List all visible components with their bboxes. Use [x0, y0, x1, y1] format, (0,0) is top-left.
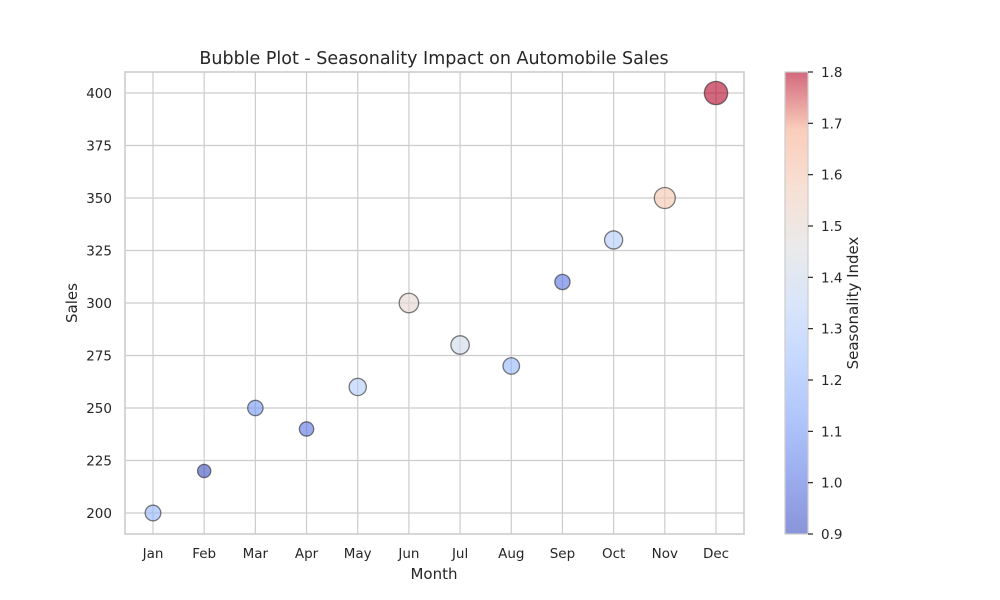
bubble-point [653, 186, 676, 210]
x-tick-label: Apr [295, 546, 319, 562]
y-tick-label: 300 [86, 296, 112, 312]
bubbles [144, 80, 729, 522]
y-tick-label: 200 [86, 506, 112, 522]
grid-lines [125, 72, 744, 534]
colorbar-tick-label: 1.5 [821, 219, 842, 235]
x-axis-label: Month [410, 565, 457, 583]
bubble-point [703, 80, 729, 106]
x-tick-label: Jul [451, 546, 468, 562]
y-tick-labels: 200 225 250 275 300 325 350 375 400 [86, 86, 112, 522]
colorbar: 0.9 1.0 1.1 1.2 1.3 1.4 1.5 1.6 1.7 1.8 Seasonali… [784, 65, 862, 543]
colorbar-frame [784, 71, 809, 535]
colorbar-tick-label: 1.3 [821, 322, 842, 338]
x-tick-label: Oct [602, 546, 625, 562]
x-tick-label: Feb [192, 546, 216, 562]
bubble-point [450, 335, 470, 355]
colorbar-tick-label: 1.1 [821, 424, 842, 440]
chart-title: Bubble Plot - Seasonality Impact on Auto… [199, 49, 668, 69]
x-tick-label: Nov [652, 546, 678, 562]
x-tick-label: Jun [397, 546, 419, 562]
colorbar-tick-label: 1.7 [821, 116, 842, 132]
y-axis-label: Sales [63, 283, 81, 323]
colorbar-tick-label: 1.2 [821, 373, 842, 389]
y-tick-label: 325 [86, 244, 112, 260]
x-tick-label: Jan [142, 546, 164, 562]
bubble-point [348, 377, 367, 397]
colorbar-tick-label: 1.0 [821, 476, 842, 492]
y-tick-label: 350 [86, 191, 112, 207]
bubble-point [603, 230, 624, 250]
colorbar-tick-label: 1.8 [821, 65, 842, 81]
bubble-point [554, 273, 571, 291]
bubble-point [247, 399, 264, 417]
colorbar-gradient [785, 72, 808, 534]
x-tick-label: May [344, 546, 372, 562]
y-tick-label: 275 [86, 349, 112, 365]
bubble-point [144, 504, 162, 522]
bubble-point [196, 463, 212, 479]
x-tick-label: Aug [498, 546, 524, 562]
plot-frame [124, 71, 745, 535]
colorbar-tick-label: 1.4 [821, 270, 842, 286]
x-tick-label: Dec [703, 546, 729, 562]
bubble-point [502, 357, 521, 375]
y-tick-label: 400 [86, 86, 112, 102]
colorbar-tick-label: 0.9 [821, 527, 842, 543]
y-tick-label: 225 [86, 454, 112, 470]
x-tick-label: Sep [550, 546, 575, 562]
bubble-point [298, 421, 315, 437]
colorbar-tick-label: 1.6 [821, 168, 842, 184]
x-tick-label: Mar [243, 546, 269, 562]
colorbar-ticks: 0.9 1.0 1.1 1.2 1.3 1.4 1.5 1.6 1.7 1.8 [808, 65, 842, 543]
x-tick-labels: Jan Feb Mar Apr May Jun Jul Aug Sep Oct Nov Dec [142, 546, 729, 562]
y-tick-label: 375 [86, 139, 112, 155]
colorbar-label: Seasonality Index [844, 236, 862, 369]
bubble-point [398, 292, 420, 314]
y-tick-label: 250 [86, 401, 112, 417]
